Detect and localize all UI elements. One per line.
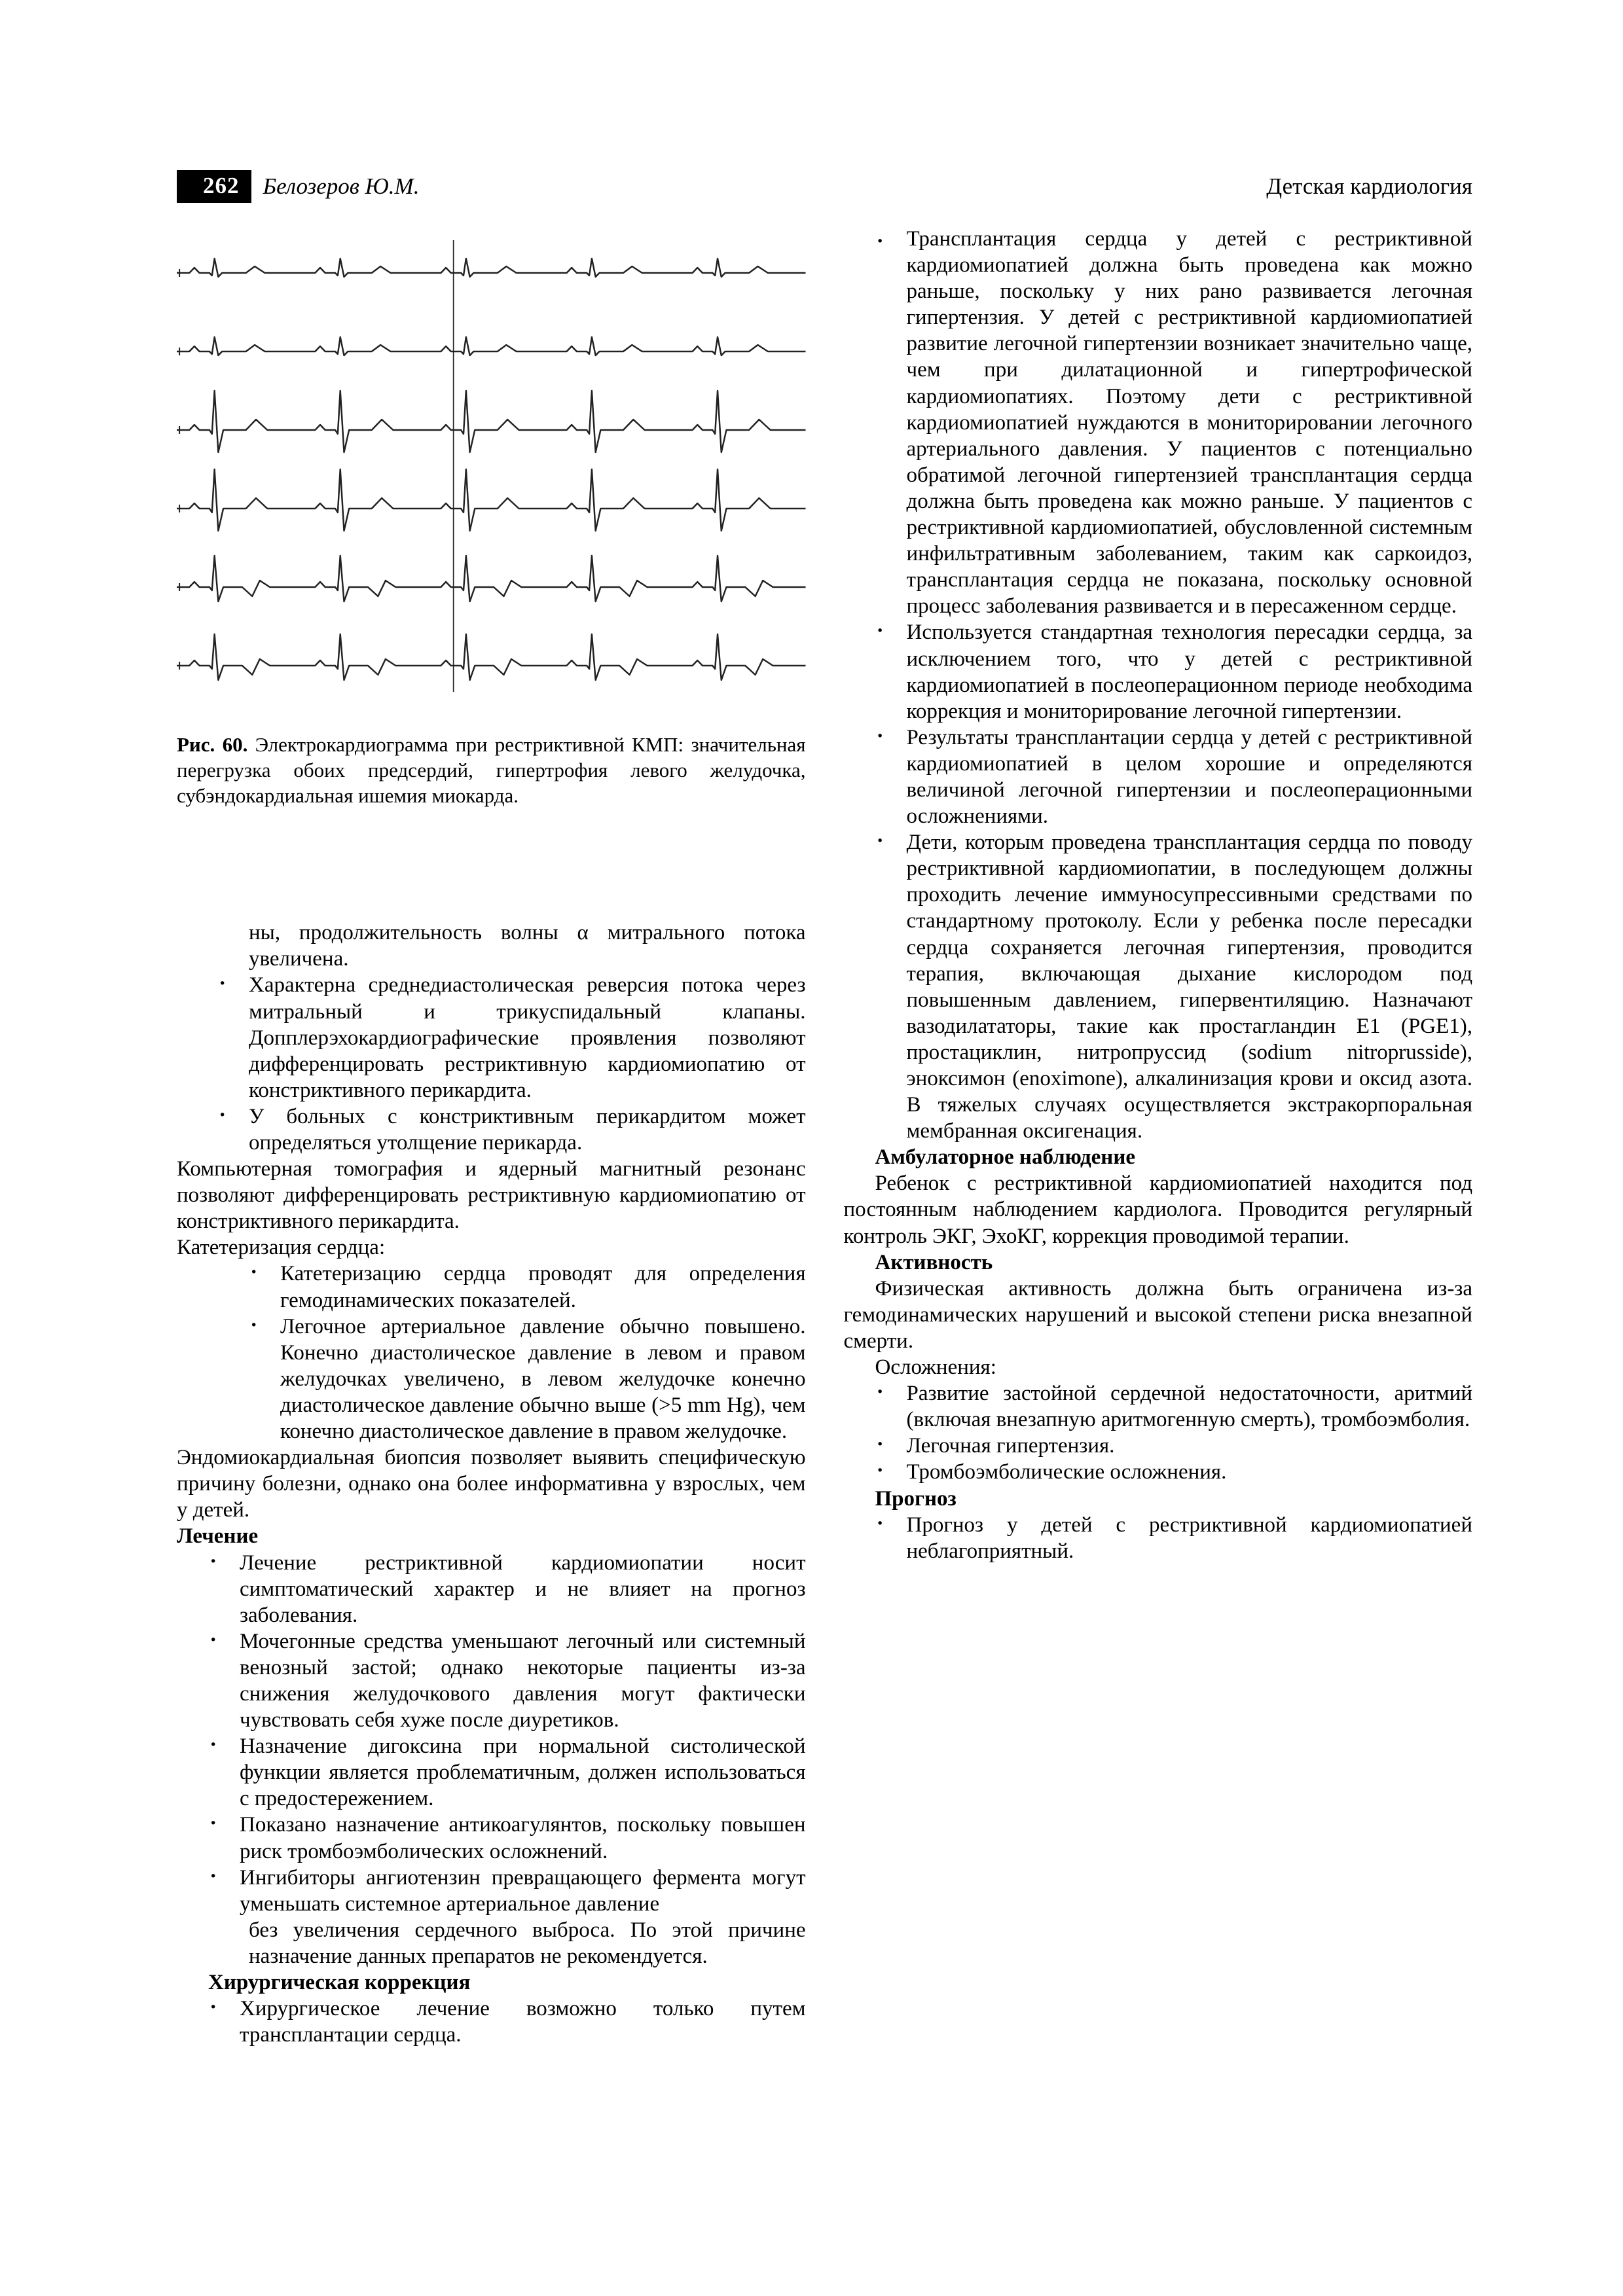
- ecg-figure: [177, 226, 806, 711]
- prognosis-heading: Прогноз: [844, 1486, 1473, 1512]
- ecg-trace: [177, 634, 806, 680]
- figure-caption-text: Электрокардиограмма при рестриктивной КМ…: [177, 733, 806, 807]
- prognosis-bullets: Прогноз у детей с рестриктивной кардиоми…: [844, 1512, 1473, 1564]
- ambulatory-paragraph: Ребенок с рестриктивной кардиомиопатией …: [844, 1170, 1473, 1249]
- catheterization-heading: Катетеризация сердца:: [177, 1234, 806, 1261]
- complication-bullet-item: Легочная гипертензия.: [875, 1433, 1473, 1459]
- book-title: Детская кардиология: [1266, 173, 1472, 200]
- ct-mri-paragraph: Компьютерная томография и ядерный магнит…: [177, 1156, 806, 1234]
- ecg-trace: [177, 469, 806, 531]
- surgical-bullet-item: Результаты трансплантации сердца у детей…: [875, 725, 1473, 829]
- ecg-trace: [177, 259, 806, 277]
- figure-caption: Рис. 60. Электрокардиограмма при рестрик…: [177, 732, 806, 808]
- treatment-bullets: Лечение рестриктивной кардиомиопатии нос…: [177, 1550, 806, 1917]
- surgical-bullet-item: Дети, которым проведена трансплантация с…: [875, 829, 1473, 1144]
- page: 262 Белозеров Ю.М. Детская кардиология Р…: [0, 0, 1623, 2296]
- activity-paragraph: Физическая активность должна быть ограни…: [844, 1276, 1473, 1354]
- treatment-bullet-item: Ингибиторы ангиотензин превращающего фер…: [208, 1865, 806, 1917]
- figure-gap: [177, 834, 806, 920]
- catheterization-bullets: Катетеризацию сердца проводят для опреде…: [177, 1261, 806, 1444]
- treatment-heading: Лечение: [177, 1523, 806, 1549]
- catheterization-bullet-item: Катетеризацию сердца проводят для опреде…: [249, 1261, 806, 1313]
- page-header: 262 Белозеров Ю.М. Детская кардиология: [177, 167, 1472, 206]
- cont-paragraph: ны, продолжительность волны α митральног…: [177, 920, 806, 972]
- treatment-bullet-item: Показано назначение антикоагулянтов, пос…: [208, 1812, 806, 1864]
- surgical-heading: Хирургическая коррекция: [177, 1969, 806, 1996]
- treatment-bullet-item: Мочегонные средства уменьшают легочный и…: [208, 1628, 806, 1733]
- figure-60-block: Рис. 60. Электрокардиограмма при рестрик…: [177, 226, 806, 808]
- complication-bullet-item: Тромбоэмболические осложнения.: [875, 1459, 1473, 1485]
- surgical-bullet-item: Трансплантация сердца у детей с рестрикт…: [875, 226, 1473, 619]
- diagnostic-bullet-item: У больных с констриктивным перикардитом …: [217, 1103, 806, 1156]
- author-name: Белозеров Ю.М.: [263, 173, 420, 200]
- treatment-continuation: без увеличения сердечного выброса. По эт…: [177, 1917, 806, 1969]
- complications-heading: Осложнения:: [844, 1354, 1473, 1380]
- complication-bullet-item: Развитие застойной сердечной недостаточн…: [875, 1380, 1473, 1433]
- header-left: 262 Белозеров Ю.М.: [177, 170, 419, 203]
- ecg-waveform-icon: [177, 234, 806, 705]
- surgical-bullet-item: Используется стандартная технология пере…: [875, 619, 1473, 724]
- surgical-bullet-item: Хирургическое лечение возможно только пу…: [208, 1996, 806, 2048]
- treatment-bullet-item: Лечение рестриктивной кардиомиопатии нос…: [208, 1550, 806, 1628]
- prognosis-bullet-item: Прогноз у детей с рестриктивной кардиоми…: [875, 1512, 1473, 1564]
- complications-bullets: Развитие застойной сердечной недостаточн…: [844, 1380, 1473, 1485]
- catheterization-bullet-item: Легочное артериальное давление обычно по…: [249, 1314, 806, 1444]
- activity-heading: Активность: [844, 1249, 1473, 1276]
- ecg-trace: [177, 391, 806, 452]
- page-number-badge: 262: [177, 170, 251, 203]
- diagnostic-bullets: Характерна среднедиастолическая реверсия…: [177, 972, 806, 1156]
- ecg-trace: [177, 556, 806, 601]
- diagnostic-bullet-item: Характерна среднедиастолическая реверсия…: [217, 972, 806, 1103]
- treatment-bullet-item: Назначение дигоксина при нормальной сист…: [208, 1733, 806, 1812]
- ecg-trace: [177, 337, 806, 355]
- content-columns: Рис. 60. Электрокардиограмма при рестрик…: [177, 226, 1472, 2100]
- ambulatory-heading: Амбулаторное наблюдение: [844, 1144, 1473, 1170]
- figure-label: Рис. 60.: [177, 733, 247, 756]
- biopsy-paragraph: Эндомиокардиальная биопсия позволяет выя…: [177, 1444, 806, 1523]
